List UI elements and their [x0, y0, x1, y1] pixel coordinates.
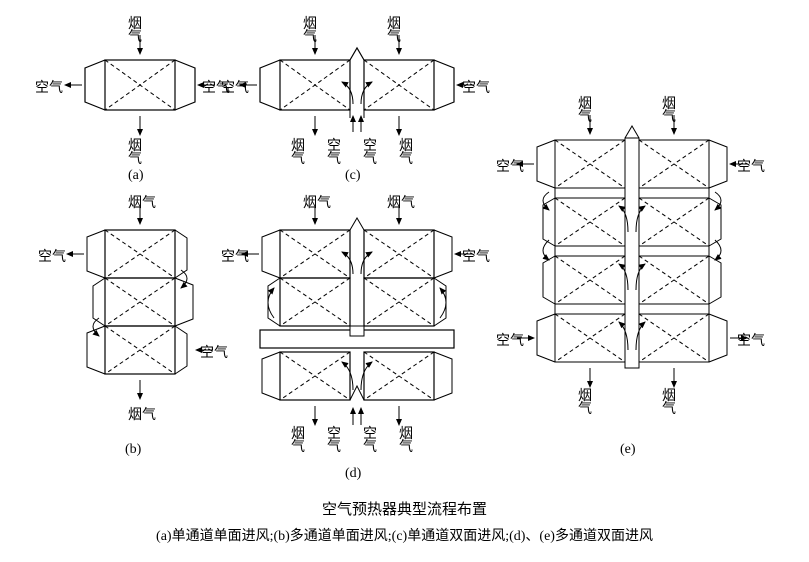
label-air: 空气 — [496, 156, 524, 176]
sublabel-a: (a) — [128, 168, 144, 184]
sublabel-b: (b) — [125, 442, 141, 458]
label-air: 空气 — [38, 246, 66, 266]
label-gas: 烟气 — [662, 390, 676, 416]
label-gas: 烟气 — [128, 192, 156, 212]
label-gas: 烟气 — [128, 18, 142, 44]
figure-legend: (a)单通道单面进风;(b)多通道单面进风;(c)单通道双面进风;(d)、(e)… — [0, 525, 809, 545]
label-air: 空气 — [35, 77, 63, 97]
label-gas: 烟气 — [128, 404, 156, 424]
label-gas: 烟气 — [303, 18, 317, 44]
label-gas: 烟气 — [578, 98, 592, 124]
sublabel-d: (d) — [345, 466, 361, 482]
diagram-b — [67, 205, 213, 399]
label-air: 空气 — [327, 428, 341, 454]
label-gas: 烟气 — [662, 98, 676, 124]
label-gas: 烟气 — [399, 140, 413, 166]
label-air: 空气 — [737, 330, 765, 350]
diagram-d — [242, 205, 472, 425]
label-air: 空气 — [221, 246, 249, 266]
label-air: 空气 — [363, 428, 377, 454]
diagram-container: 烟气 烟气 空气 空气 (a) 烟气 烟气 烟气 烟气 空气 空气 空气 空气 … — [0, 0, 809, 562]
label-air: 空气 — [462, 246, 490, 266]
label-gas: 烟气 — [128, 140, 142, 166]
diagram-svg — [0, 0, 809, 562]
label-gas: 烟气 — [303, 192, 331, 212]
diagram-a — [65, 35, 215, 135]
label-air: 空气 — [496, 330, 524, 350]
label-air: 空气 — [221, 77, 249, 97]
label-air: 空气 — [363, 140, 377, 166]
label-gas: 烟气 — [387, 18, 401, 44]
diagram-c — [240, 35, 474, 135]
label-gas: 烟气 — [578, 390, 592, 416]
label-gas: 烟气 — [399, 428, 413, 454]
label-gas: 烟气 — [387, 192, 415, 212]
label-air: 空气 — [462, 77, 490, 97]
diagram-e — [517, 115, 747, 387]
label-gas: 烟气 — [291, 140, 305, 166]
label-gas: 烟气 — [291, 428, 305, 454]
label-air: 空气 — [200, 342, 228, 362]
figure-caption: 空气预热器典型流程布置 — [0, 498, 809, 519]
label-air: 空气 — [737, 156, 765, 176]
sublabel-c: (c) — [345, 168, 361, 184]
sublabel-e: (e) — [620, 442, 636, 458]
label-air: 空气 — [327, 140, 341, 166]
